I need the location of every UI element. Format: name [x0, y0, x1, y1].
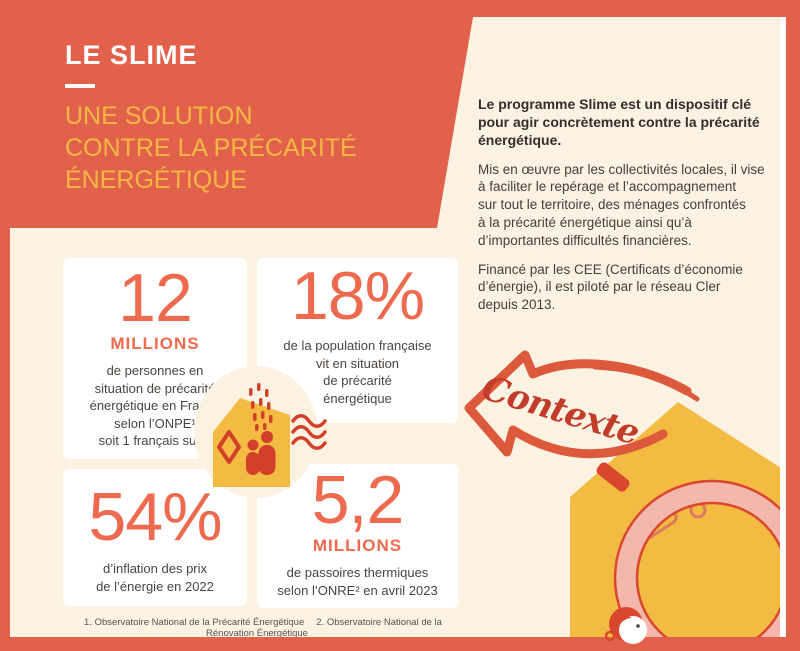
hand-drawn-arrow-left-icon: [464, 350, 700, 459]
stat-value: 54%: [88, 479, 222, 555]
intro-lead: Le programme Slime est un dispositif clé…: [478, 96, 760, 149]
frame-bottom-bar: [0, 637, 800, 651]
frame-white-strip: [780, 17, 786, 637]
stat-card-18-percent: 18% de la population française vit en sit…: [257, 258, 458, 423]
stat-unit: MILLIONS: [110, 334, 200, 354]
intro-paragraph-1: Mis en œuvre par les collectivités local…: [478, 161, 765, 248]
house-energy-loss-icon: [194, 366, 327, 498]
frame-top-bar: [0, 0, 800, 17]
stat-value: 5,2: [311, 462, 405, 538]
intro-paragraph-2: Financé par les CEE (Certificats d’écono…: [478, 261, 743, 313]
footnote-2: 2. Observatoire National de la Rénovatio…: [206, 617, 442, 639]
stat-description: de passoires thermiques selon l’ONRE² en …: [277, 565, 438, 598]
stat-card-5-2-millions: 5,2 MILLIONS de passoires thermiques selo…: [257, 464, 458, 608]
stat-description: de la population française vit en situati…: [283, 338, 432, 406]
title-underline: [65, 84, 95, 88]
stat-card-12-millions: 12 MILLIONS de personnes en situation de …: [63, 258, 247, 459]
title-block: LE SLIME UNE SOLUTION CONTRE LA PRÉCARITÉ…: [0, 17, 473, 228]
page-subtitle: UNE SOLUTION CONTRE LA PRÉCARITÉ ÉNERGÉTIQ…: [65, 102, 357, 194]
stat-value: 12: [118, 260, 193, 336]
page-title: LE SLIME: [65, 40, 198, 70]
person-looking-up-icon: [604, 607, 647, 644]
context-callout: Contexte: [455, 346, 710, 496]
chimney-shape: [596, 462, 630, 492]
stat-value: 18%: [290, 258, 425, 334]
stat-card-54-percent: 54% d’inflation des prix de l’énergie en …: [63, 469, 247, 606]
stat-unit: MILLIONS: [312, 536, 403, 556]
context-intro: Le programme Slime est un dispositif clé…: [478, 95, 778, 325]
footnote-1: 1. Observatoire National de la Précarité…: [84, 617, 305, 628]
frame-right-bar: [786, 0, 800, 651]
stat-description: de personnes en situation de précarité éne…: [89, 363, 221, 448]
stat-description: d’inflation des prix de l’énergie en 2022: [96, 561, 214, 594]
footnotes: 1. Observatoire National de la Précarité…: [55, 617, 465, 639]
frame-left-bar: [0, 17, 10, 637]
